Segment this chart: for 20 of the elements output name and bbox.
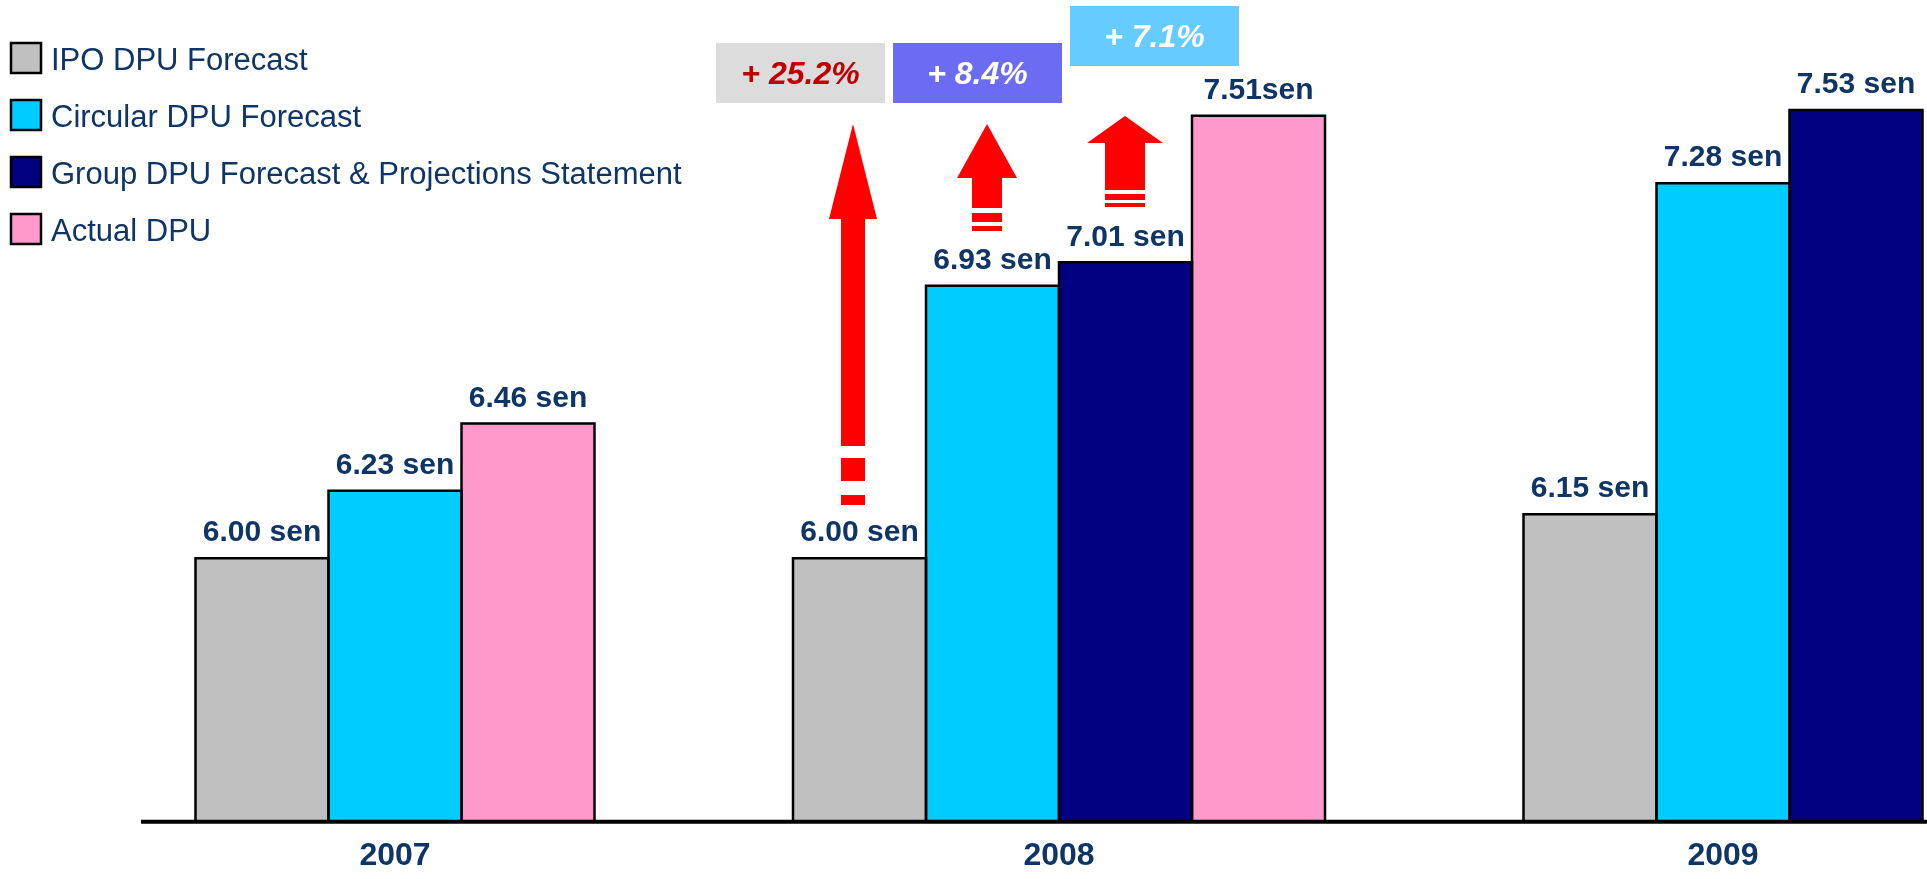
- data-label: 6.15 sen: [1530, 470, 1650, 504]
- legend-label: IPO DPU Forecast: [51, 41, 309, 77]
- x-tick-label: 2008: [1023, 836, 1095, 873]
- legend-label: Group DPU Forecast & Projections Statement: [51, 155, 682, 191]
- data-label: 7.53 sen: [1796, 66, 1916, 100]
- callout-box: + 8.4%: [893, 43, 1062, 103]
- data-label: 6.46 sen: [468, 379, 588, 413]
- data-label: 6.00 sen: [202, 514, 322, 548]
- x-tick-label: 2007: [359, 836, 431, 873]
- callout-box: + 25.2%: [716, 43, 885, 103]
- data-label: 7.51sen: [1203, 72, 1314, 106]
- callout-box: + 7.1%: [1070, 6, 1239, 66]
- data-label: 6.00 sen: [800, 514, 919, 548]
- data-label: 7.01 sen: [1066, 218, 1185, 252]
- legend-label: Actual DPU: [51, 212, 212, 248]
- data-label: 6.93 sen: [933, 242, 1052, 276]
- data-label: 7.28 sen: [1663, 139, 1783, 173]
- data-label: 6.23 sen: [335, 447, 455, 481]
- x-tick-label: 2009: [1687, 836, 1759, 873]
- legend-label: Circular DPU Forecast: [51, 98, 362, 134]
